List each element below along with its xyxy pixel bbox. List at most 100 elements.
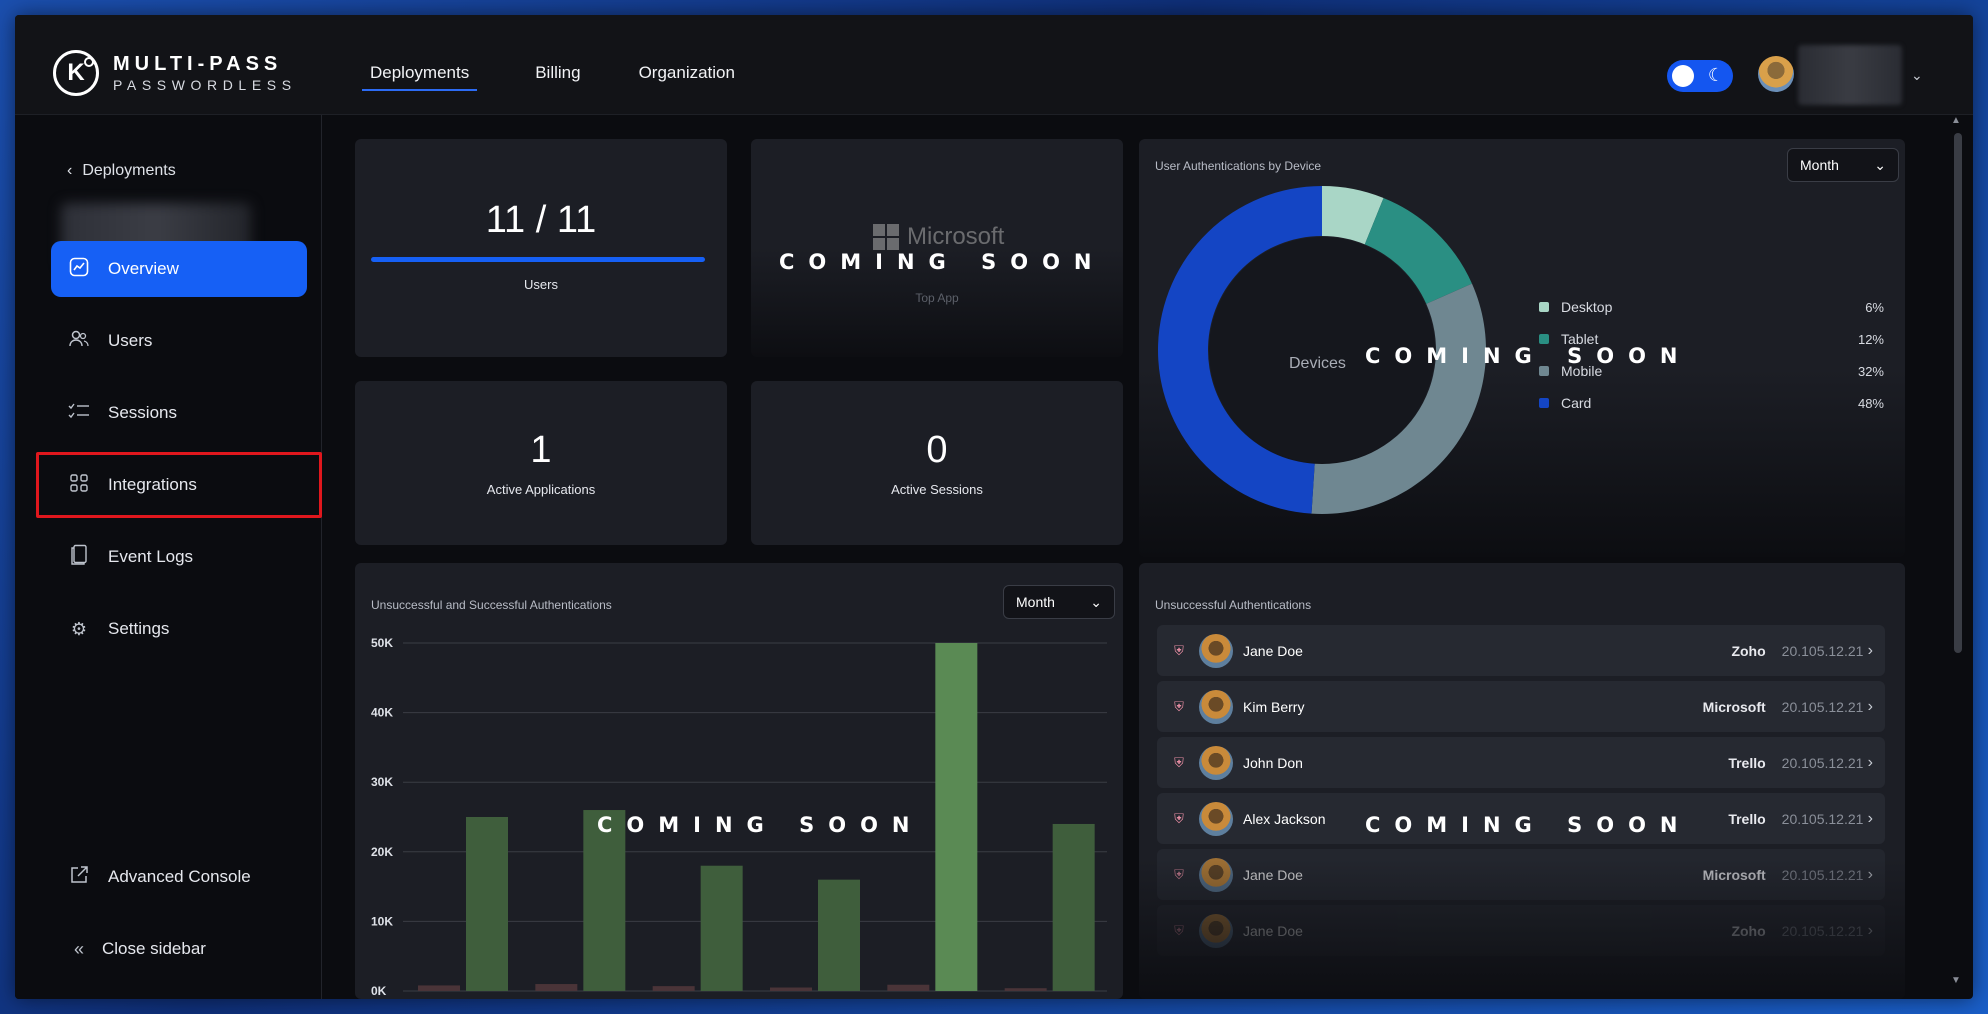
- scrollbar-thumb[interactable]: [1954, 133, 1962, 653]
- sidebar-item-event-logs[interactable]: Event Logs: [51, 529, 307, 585]
- table-row[interactable]: ⛨ John Don Trello 20.105.12.21 ›: [1157, 737, 1885, 788]
- tab-organization[interactable]: Organization: [638, 63, 735, 82]
- user-avatar[interactable]: [1758, 56, 1794, 92]
- legend-swatch: [1539, 302, 1549, 312]
- tab-deployments[interactable]: Deployments: [362, 63, 478, 91]
- bar-unsuccessful: [418, 985, 460, 991]
- donut-slice-mobile: [1311, 283, 1486, 514]
- legend-desktop: Desktop 6%: [1539, 299, 1884, 315]
- sidebar-item-sessions[interactable]: Sessions: [51, 385, 307, 441]
- legend-swatch: [1539, 334, 1549, 344]
- avatar: [1199, 913, 1233, 948]
- scroll-up-arrow[interactable]: ▲: [1951, 115, 1961, 126]
- sidebar-item-settings[interactable]: ⚙ Settings: [51, 601, 307, 657]
- sidebar-item-label: Users: [108, 331, 153, 350]
- active-sessions-count: 0: [926, 429, 948, 471]
- app-name: Microsoft: [1702, 698, 1766, 715]
- y-tick-label: 10K: [371, 914, 393, 928]
- chevron-right-icon[interactable]: ›: [1867, 865, 1873, 883]
- app-name: Trello: [1728, 810, 1766, 827]
- table-row[interactable]: ⛨ Jane Doe Zoho 20.105.12.21 ›: [1157, 625, 1885, 676]
- table-row[interactable]: ⛨ Jane Doe Zoho 20.105.12.21 ›: [1157, 905, 1885, 956]
- y-tick-label: 40K: [371, 706, 393, 720]
- chevron-down-icon[interactable]: ⌄: [1911, 67, 1923, 83]
- legend-label: Desktop: [1561, 299, 1613, 315]
- logo[interactable]: K MULTI-PASS PASSWORDLESS: [53, 50, 297, 96]
- bar-unsuccessful: [1004, 988, 1047, 991]
- table-row[interactable]: ⛨ Jane Doe Microsoft 20.105.12.21 ›: [1157, 849, 1885, 900]
- avatar: [1199, 633, 1233, 668]
- devices-donut-chart: [1158, 186, 1486, 514]
- donut-slice-desktop: [1322, 186, 1384, 245]
- active-sessions-card: 0 Active Sessions: [751, 381, 1123, 545]
- user-name: Jane Doe: [1243, 922, 1303, 939]
- donut-hole: [1209, 237, 1435, 463]
- avatar: [1199, 689, 1233, 724]
- theme-toggle[interactable]: ☾: [1667, 60, 1733, 92]
- logo-mark: K: [53, 50, 99, 96]
- user-name-redacted[interactable]: [1798, 45, 1902, 105]
- sidebar-item-users[interactable]: Users: [51, 313, 307, 369]
- unsuccessful-title: Unsuccessful Authentications: [1155, 598, 1312, 612]
- back-to-deployments[interactable]: ‹ Deployments: [67, 162, 176, 180]
- legend-pct: 6%: [1865, 299, 1884, 315]
- chevron-right-icon[interactable]: ›: [1867, 641, 1873, 659]
- top-app-logo: Microsoft: [873, 223, 1004, 251]
- sidebar-item-integrations[interactable]: Integrations: [36, 452, 322, 518]
- logs-icon: [66, 544, 92, 571]
- y-tick-label: 20K: [371, 845, 393, 859]
- auth-period-value: Month: [1016, 594, 1055, 610]
- users-icon: [66, 329, 92, 354]
- auth-period-select[interactable]: Month ⌄: [1003, 585, 1115, 619]
- bar-successful: [700, 865, 743, 991]
- chevron-right-icon[interactable]: ›: [1867, 697, 1873, 715]
- devices-period-select[interactable]: Month ⌄: [1787, 148, 1899, 182]
- top-app-label: Top App: [915, 291, 959, 305]
- users-label: Users: [524, 277, 558, 292]
- sidebar-item-overview[interactable]: Overview: [51, 241, 307, 297]
- bar-unsuccessful: [770, 987, 812, 991]
- auth-chart-card: Unsuccessful and Successful Authenticati…: [355, 563, 1123, 999]
- top-nav: Deployments Billing Organization: [362, 63, 793, 91]
- legend-pct: 32%: [1857, 363, 1884, 379]
- sidebar-item-label: Settings: [108, 619, 170, 638]
- bar-successful: [818, 879, 860, 991]
- user-name: Jane Doe: [1243, 642, 1303, 659]
- advanced-console-label: Advanced Console: [108, 867, 251, 886]
- top-app-card: Microsoft Top App COMING SOON: [751, 139, 1123, 357]
- logo-line1: MULTI-PASS: [113, 53, 283, 75]
- logo-mark-letter: K: [67, 59, 85, 86]
- close-sidebar-label: Close sidebar: [102, 939, 206, 958]
- chevron-down-icon: ⌄: [1874, 156, 1886, 173]
- scroll-down-arrow[interactable]: ▼: [1951, 975, 1961, 986]
- sidebar-item-label: Sessions: [108, 403, 177, 422]
- legend-mobile: Mobile 32%: [1539, 363, 1884, 379]
- auth-bar-chart: 0K 10K 20K 30K 40K 50K: [371, 636, 1107, 998]
- chevron-right-icon[interactable]: ›: [1867, 809, 1873, 827]
- bar-successful: [583, 810, 626, 991]
- avatar: [1199, 801, 1233, 836]
- advanced-console-link[interactable]: Advanced Console: [51, 849, 307, 905]
- auth-date: 20.105.12.21: [1781, 698, 1864, 715]
- coming-soon-overlay: COMING SOON: [1365, 344, 1692, 368]
- chevron-down-icon: ⌄: [1090, 593, 1102, 610]
- unsuccessful-auth-card: Unsuccessful Authentications ⛨ Jane Doe Zo…: [1139, 563, 1905, 999]
- chevron-right-icon[interactable]: ›: [1867, 753, 1873, 771]
- active-applications-label: Active Applications: [486, 482, 596, 497]
- chevron-right-icon[interactable]: ›: [1867, 921, 1873, 939]
- close-sidebar-button[interactable]: « Close sidebar: [51, 921, 307, 977]
- table-row[interactable]: ⛨ Alex Jackson Trello 20.105.12.21 ›: [1157, 793, 1885, 844]
- avatar: [1199, 857, 1233, 892]
- bar-unsuccessful: [535, 984, 578, 991]
- auth-date: 20.105.12.21: [1781, 754, 1864, 771]
- legend-pct: 12%: [1857, 331, 1884, 347]
- back-label: Deployments: [82, 162, 176, 179]
- sessions-icon: [66, 402, 92, 425]
- table-row[interactable]: ⛨ Kim Berry Microsoft 20.105.12.21 ›: [1157, 681, 1885, 732]
- legend-label: Card: [1561, 395, 1592, 411]
- y-tick-label: 30K: [371, 775, 393, 789]
- user-name: John Don: [1243, 754, 1303, 771]
- bar-successful: [466, 817, 508, 991]
- tab-billing[interactable]: Billing: [535, 63, 581, 82]
- chart-icon: [66, 257, 92, 282]
